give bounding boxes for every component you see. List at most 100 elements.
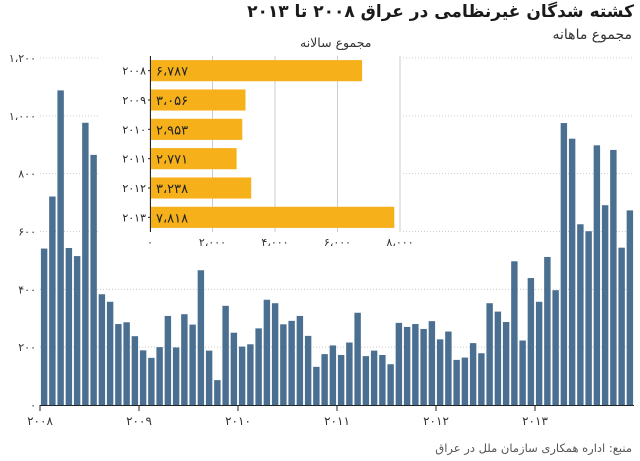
monthly-bar	[40, 248, 48, 405]
monthly-bar	[428, 321, 436, 405]
monthly-bar	[461, 357, 469, 405]
monthly-bar	[82, 122, 89, 406]
inset-category-label: ۲۰۱۰	[122, 123, 146, 136]
inset-title: مجموع سالانه	[300, 35, 372, 50]
x-tick-label: ۲۰۱۲	[423, 414, 449, 428]
monthly-bar	[436, 339, 444, 405]
y-tick-label: ۱،۲۰۰	[9, 52, 36, 65]
monthly-bar	[552, 290, 559, 405]
y-tick-label: ۲۰۰	[18, 341, 36, 354]
monthly-bar	[577, 224, 584, 405]
monthly-bar	[610, 149, 617, 405]
monthly-bar	[90, 154, 97, 405]
annual-bar	[150, 118, 243, 140]
monthly-bar	[511, 261, 518, 405]
monthly-bar	[626, 210, 634, 405]
chart-subtitle: مجموع ماهانه	[552, 27, 632, 43]
monthly-bar	[57, 90, 64, 406]
monthly-bar	[618, 247, 625, 405]
monthly-bar	[362, 356, 370, 405]
monthly-bar	[255, 328, 262, 405]
monthly-bar	[453, 359, 460, 405]
monthly-bar	[478, 353, 485, 405]
annual-bar	[150, 60, 363, 82]
monthly-bar	[197, 270, 205, 405]
x-tick-label: ۲۰۱۱	[324, 414, 350, 428]
inset-category-label: ۲۰۰۹	[122, 94, 146, 107]
inset-x-tick-label: ۰	[147, 236, 153, 249]
annual-bar	[150, 89, 246, 111]
monthly-bar	[337, 354, 345, 405]
monthly-bar	[395, 322, 403, 405]
monthly-bar	[593, 145, 601, 405]
monthly-bar	[445, 331, 452, 405]
monthly-bar	[560, 123, 568, 405]
chart-title: کشته شدگان غیرنظامی در عراق ۲۰۰۸ تا ۲۰۱۳	[247, 2, 634, 22]
monthly-bar	[123, 322, 130, 405]
inset-x-tick-label: ۶،۰۰۰	[324, 236, 351, 249]
monthly-bar	[131, 336, 139, 405]
annual-value-label: ۲،۹۵۳	[156, 123, 188, 138]
monthly-bar	[420, 328, 427, 405]
inset-category-label: ۲۰۰۸	[122, 65, 146, 78]
monthly-bar	[296, 315, 304, 405]
x-tick-label: ۲۰۱۳	[522, 414, 548, 428]
monthly-bar	[98, 294, 106, 405]
x-tick-label: ۲۰۱۰	[225, 414, 251, 428]
monthly-bar	[189, 324, 196, 405]
monthly-bar	[321, 354, 328, 405]
y-tick-label: ۶۰۰	[18, 226, 36, 239]
monthly-bar	[148, 357, 155, 405]
inset-x-tick-label: ۸،۰۰۰	[386, 236, 413, 249]
inset-category-label: ۲۰۱۲	[122, 182, 146, 195]
annual-value-label: ۳،۰۵۶	[156, 94, 188, 109]
monthly-bar	[502, 322, 510, 405]
monthly-bar	[172, 347, 180, 405]
monthly-bar	[288, 320, 295, 405]
inset-x-tick-label: ۴،۰۰۰	[261, 236, 288, 249]
monthly-bar	[214, 380, 221, 405]
monthly-bar	[535, 301, 543, 405]
monthly-bar	[313, 366, 320, 405]
monthly-bar	[164, 315, 172, 405]
monthly-bar	[585, 231, 592, 405]
monthly-bar	[115, 324, 122, 405]
monthly-bar	[271, 303, 279, 405]
monthly-bar	[247, 344, 254, 405]
monthly-bar	[181, 314, 188, 405]
y-tick-label: ۱،۰۰۰	[9, 110, 36, 123]
inset-category-label: ۲۰۱۱	[122, 153, 146, 166]
annual-value-label: ۳،۲۳۸	[156, 182, 188, 197]
monthly-bar	[412, 324, 419, 405]
inset-category-label: ۲۰۱۳	[122, 211, 146, 224]
monthly-bar	[304, 335, 312, 405]
monthly-bar	[494, 311, 502, 405]
monthly-bar	[329, 345, 337, 405]
x-tick-label: ۲۰۰۸	[27, 414, 53, 428]
monthly-bar	[346, 342, 353, 405]
monthly-bar	[205, 350, 213, 405]
inset-x-tick-label: ۲،۰۰۰	[199, 236, 226, 249]
monthly-bar	[486, 303, 493, 405]
y-tick-label: ۴۰۰	[18, 283, 36, 296]
monthly-bar	[370, 350, 378, 405]
monthly-bar	[354, 312, 361, 405]
y-tick-label: ۰	[30, 399, 36, 412]
annual-bar	[150, 206, 395, 228]
monthly-bar	[222, 305, 229, 405]
monthly-bar	[387, 364, 394, 405]
source-note: منبع: اداره همکاری سازمان ملل در عراق	[435, 441, 632, 455]
monthly-bar	[238, 346, 246, 405]
monthly-bar	[544, 256, 551, 405]
annual-bar	[150, 148, 237, 170]
monthly-bar	[379, 354, 386, 405]
annual-value-label: ۷،۸۱۸	[156, 211, 188, 226]
monthly-bar	[156, 347, 163, 405]
x-tick-label: ۲۰۰۹	[126, 414, 152, 428]
monthly-bar	[139, 350, 147, 405]
monthly-bar	[230, 332, 238, 405]
monthly-bar	[568, 138, 576, 406]
monthly-bar	[263, 299, 271, 405]
monthly-bar	[73, 256, 81, 405]
